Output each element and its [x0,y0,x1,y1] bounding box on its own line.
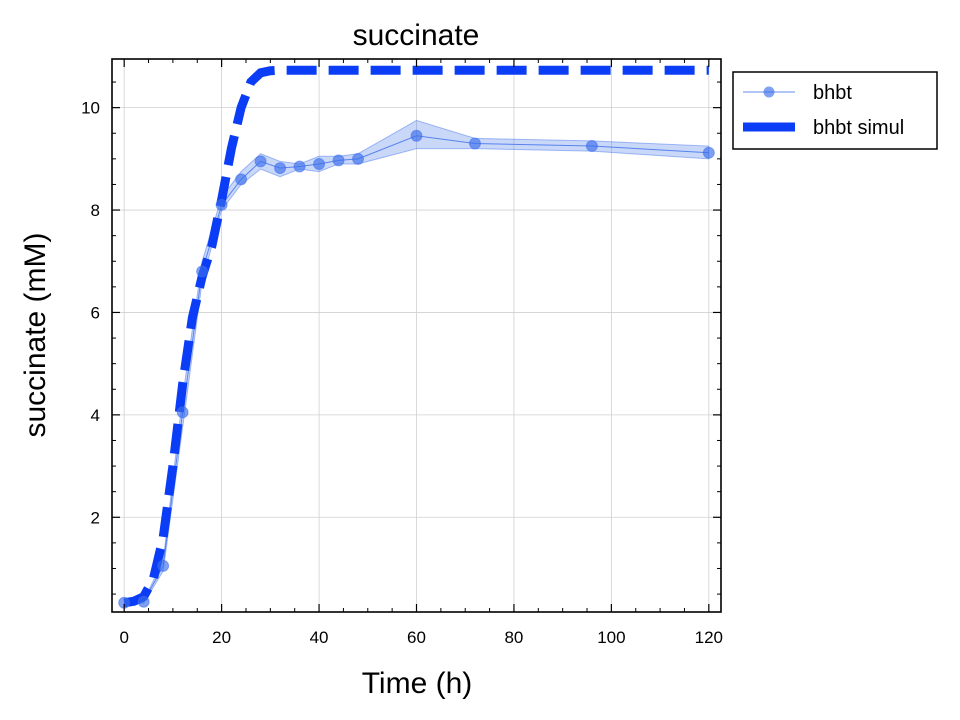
legend-label-bhbt-simul: bhbt simul [813,117,904,139]
legend-marker-bhbt [763,86,775,98]
y-tick-label: 6 [91,303,100,322]
x-tick-label: 0 [119,628,128,647]
x-tick-label: 100 [597,628,625,647]
bhbt-data-point [196,265,209,278]
legend-label-bhbt: bhbt [813,82,852,104]
bhbt-data-point [352,152,365,165]
bhbt-data-point [585,140,598,153]
x-tick-label: 20 [212,628,231,647]
x-tick-label: 120 [695,628,723,647]
x-tick-label: 80 [504,628,523,647]
bhbt-simul-series-line [123,65,709,608]
axis-ticks: 0 20 40 60 80 100 120 2 4 6 8 10 [81,59,723,647]
bhbt-data-point [157,559,170,572]
legend-frame [732,71,938,150]
bhbt-data-point [137,595,150,608]
x-tick-label: 40 [310,628,329,647]
x-axis-title: Time (h) [362,667,473,700]
bhbt-data-point [293,160,306,173]
legend: bhbt bhbt simul [732,71,938,150]
bhbt-data-point [410,129,423,142]
bhbt-data-point [215,198,228,211]
data-points [118,129,715,609]
chart-title: succinate [353,19,480,52]
bhbt-data-point [332,154,345,167]
y-tick-label: 8 [91,201,100,220]
y-tick-label: 4 [91,406,100,425]
bhbt-data-point [274,162,287,175]
y-tick-label: 2 [91,508,100,527]
bhbt-data-point [702,146,715,159]
y-tick-label: 10 [81,99,100,118]
bhbt-data-point [235,173,248,186]
x-tick-label: 60 [407,628,426,647]
bhbt-data-point [176,406,189,419]
bhbt-data-point [468,137,481,150]
bhbt-data-point [254,155,267,168]
bhbt-data-point [313,157,326,170]
grid [112,59,721,612]
y-axis-title: succinate (mM) [19,232,52,437]
